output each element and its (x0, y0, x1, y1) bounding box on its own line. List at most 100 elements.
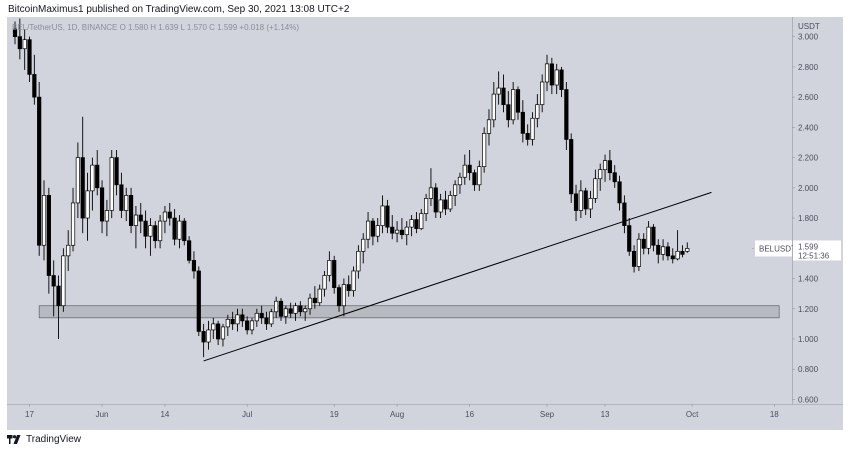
candle-body (293, 305, 298, 314)
candle-body (428, 187, 434, 199)
candle-body (274, 300, 279, 313)
candle-body (680, 250, 685, 255)
candle-body (138, 214, 143, 222)
candle-body (685, 248, 690, 252)
bar-countdown-label: 12:51:36 (798, 251, 830, 260)
candle-body (670, 255, 675, 260)
candle-body (506, 104, 511, 121)
time-tick-label: 14 (160, 410, 169, 419)
time-tick-label: 16 (465, 410, 474, 419)
price-tick-label: 1.000 (798, 335, 819, 344)
candle-body (540, 81, 545, 106)
candle-body (158, 220, 163, 242)
candle-body (307, 297, 313, 310)
candle-body (665, 246, 671, 257)
candle-body (75, 157, 80, 204)
ascending-trendline[interactable] (203, 191, 712, 362)
candle-body (172, 217, 177, 240)
candle-body (356, 250, 361, 272)
candle-body (370, 220, 375, 237)
candle-body (399, 229, 405, 236)
candle-body (375, 225, 380, 237)
candle-body (467, 164, 472, 174)
price-axis-panel (792, 17, 843, 430)
tradingview-logo-icon (7, 434, 21, 444)
candle-body (298, 305, 303, 313)
candle-body (627, 225, 632, 252)
candle-body (380, 205, 385, 226)
candle-body (365, 220, 371, 240)
tradingview-brand: TradingView (26, 433, 82, 445)
candle-body (419, 213, 424, 229)
price-tick-label: 3.000 (798, 33, 819, 42)
candle-body (424, 198, 429, 214)
candle-body (327, 260, 332, 276)
candle-body (80, 157, 85, 219)
candle-body (443, 199, 448, 210)
candle-body (457, 176, 463, 186)
time-tick-label: Jul (242, 410, 252, 419)
candle-body (216, 323, 221, 340)
candle-body (332, 260, 337, 288)
price-chart[interactable]: 3.0002.8002.6002.4002.2002.0001.8001.600… (7, 17, 843, 430)
candle-body (128, 195, 134, 226)
candle-body (612, 172, 617, 183)
candle-body (361, 238, 366, 252)
candle-body (651, 226, 656, 246)
price-tick-label: 2.800 (798, 63, 819, 72)
time-tick-label: 18 (770, 410, 779, 419)
price-tick-label: 0.600 (798, 395, 819, 404)
candle-body (143, 220, 148, 237)
candle-body (573, 193, 579, 211)
candle-body (240, 314, 245, 322)
candle-body (259, 312, 264, 319)
time-tick-label: 13 (601, 410, 610, 419)
candle-body (453, 184, 458, 196)
candle-body (37, 96, 42, 246)
candle-body (17, 36, 22, 50)
candle-body (182, 220, 187, 242)
price-axis-unit: USDT (798, 22, 820, 31)
chart-canvas[interactable]: 3.0002.8002.6002.4002.2002.0001.8001.600… (7, 17, 843, 430)
candle-body (278, 300, 284, 317)
price-label-box (793, 240, 841, 261)
candle-body (438, 199, 443, 213)
candle-body (191, 260, 197, 272)
candle-body (66, 244, 71, 257)
candle-body (254, 312, 259, 322)
candle-body (225, 318, 230, 328)
candle-body (675, 250, 680, 260)
candle-body (622, 202, 627, 226)
candle-body (99, 187, 105, 222)
candle-body (317, 288, 322, 304)
candle-body (70, 202, 76, 246)
candle-body (312, 297, 317, 304)
candle-body (119, 184, 124, 211)
candle-body (235, 314, 240, 325)
candle-body (206, 329, 211, 343)
candle-body (288, 308, 293, 314)
candle-body (32, 74, 37, 98)
candle-body (177, 220, 182, 240)
candle-body (593, 178, 598, 199)
candle-body (472, 172, 477, 186)
candle-body (220, 326, 226, 340)
candle-body (607, 160, 612, 174)
time-tick-label: Oct (686, 410, 699, 419)
candle-body (569, 139, 574, 195)
price-tick-label: 1.800 (798, 214, 819, 223)
candle-body (409, 219, 414, 228)
candle-body (336, 287, 342, 307)
candle-body (351, 270, 356, 291)
candle-body (564, 89, 569, 140)
support-zone[interactable] (38, 305, 780, 319)
candle-body (404, 226, 409, 236)
candle-body (646, 226, 651, 249)
symbol-label-box (755, 240, 792, 257)
candle-body (482, 133, 487, 168)
candle-body (196, 270, 201, 332)
candle-body (660, 246, 666, 255)
candle-body (346, 284, 351, 291)
candle-body (264, 317, 269, 325)
current-price-label: 1.599 (798, 242, 819, 251)
